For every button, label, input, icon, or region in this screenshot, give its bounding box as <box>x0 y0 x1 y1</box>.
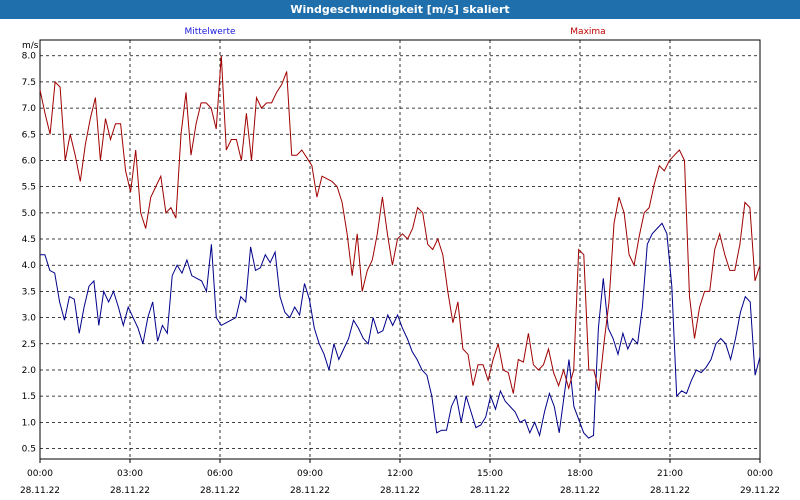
x-tick-date: 28.11.22 <box>290 486 330 496</box>
x-tick-time: 06:00 <box>207 469 233 479</box>
y-tick-label: 6.0 <box>22 156 37 166</box>
y-tick-label: 0.5 <box>22 445 36 455</box>
y-tick-label: 2.0 <box>22 366 37 376</box>
y-tick-label: 4.0 <box>22 261 37 271</box>
series-line-mittelwerte <box>40 222 761 439</box>
y-axis-label: m/s <box>22 41 39 51</box>
x-tick-time: 03:00 <box>117 469 143 479</box>
x-tick-time: 00:00 <box>747 469 773 479</box>
x-tick-time: 21:00 <box>657 469 683 479</box>
y-tick-label: 8.0 <box>22 52 37 62</box>
grid-lines <box>40 40 760 459</box>
x-tick-date: 29.11.22 <box>740 486 780 496</box>
x-tick-time: 09:00 <box>297 469 323 479</box>
x-tick-time: 15:00 <box>477 469 503 479</box>
y-tick-label: 1.5 <box>22 392 36 402</box>
x-tick-date: 28.11.22 <box>20 486 60 496</box>
y-tick-label: 7.5 <box>22 78 36 88</box>
legend-maxima: Maxima <box>570 27 605 37</box>
x-tick-date: 28.11.22 <box>560 486 600 496</box>
y-tick-label: 2.5 <box>22 340 36 350</box>
x-axis-ticks: 00:00 28.11.22 03:00 28.11.22 06:00 28.11.22 0… <box>20 459 780 496</box>
x-tick-date: 28.11.22 <box>200 486 240 496</box>
x-tick-date: 28.11.22 <box>470 486 510 496</box>
series-layer <box>39 55 761 439</box>
x-tick-date: 28.11.22 <box>110 486 150 496</box>
x-tick-time: 12:00 <box>387 469 413 479</box>
y-axis-ticks: 0.5 1.0 1.5 2.0 2.5 3.0 3.5 4.0 4.5 5.0 5.5 6.0 6.5 7… <box>22 52 37 455</box>
y-tick-label: 3.0 <box>22 314 37 324</box>
x-tick-date: 28.11.22 <box>380 486 420 496</box>
y-tick-label: 3.5 <box>22 287 36 297</box>
x-tick-time: 18:00 <box>567 469 593 479</box>
y-tick-label: 5.5 <box>22 183 36 193</box>
chart-title: Windgeschwindigkeit [m/s] skaliert <box>0 0 800 19</box>
y-tick-label: 1.0 <box>22 418 37 428</box>
x-tick-time: 00:00 <box>27 469 53 479</box>
wind-speed-chart: 0.5 1.0 1.5 2.0 2.5 3.0 3.5 4.0 4.5 5.0 5.5 6.0 6.5 7… <box>20 27 780 496</box>
y-tick-label: 6.5 <box>22 130 36 140</box>
x-tick-date: 28.11.22 <box>650 486 690 496</box>
y-tick-label: 7.0 <box>22 104 37 114</box>
legend-mittelwerte: Mittelwerte <box>184 27 235 37</box>
y-tick-label: 5.0 <box>22 209 37 219</box>
y-tick-label: 4.5 <box>22 235 36 245</box>
series-line-maxima <box>39 55 761 394</box>
